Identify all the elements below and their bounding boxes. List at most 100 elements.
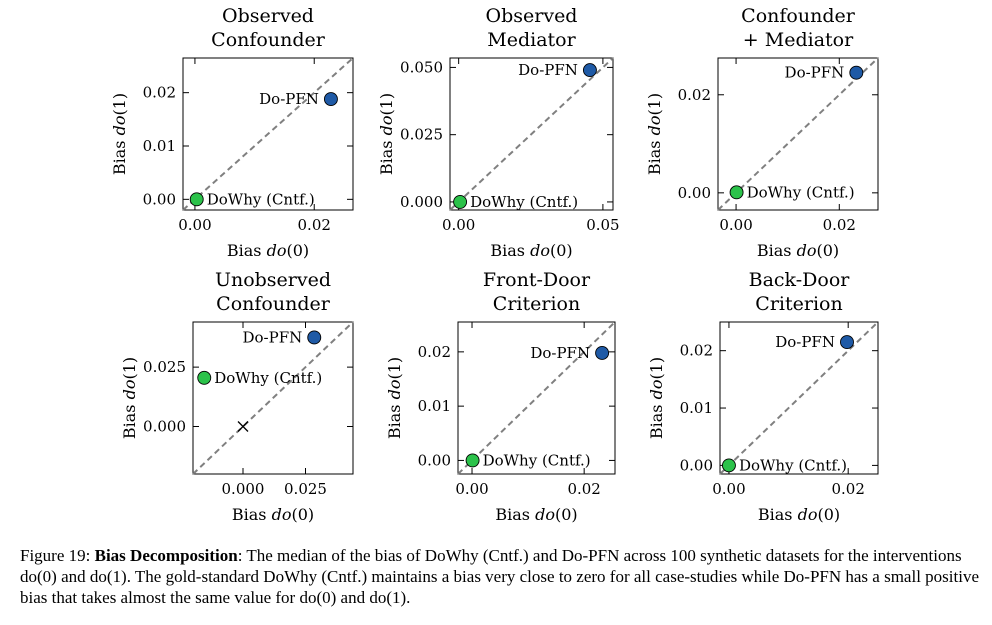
panel-title-line: Back-Door	[749, 269, 851, 291]
origin-x-marker	[237, 421, 249, 432]
y-axis-title: Bias do(1)	[385, 357, 404, 439]
panel-title-line: Mediator	[487, 29, 576, 51]
x-tick-label: 0.00	[455, 480, 488, 498]
x-axis-title: Bias do(0)	[227, 241, 309, 260]
y-axis-title: Bias do(1)	[120, 357, 139, 439]
do-pfn-point	[595, 345, 610, 360]
dowhy-cntf-label: DoWhy (Cntf.)	[483, 451, 591, 469]
x-tick-label: 0.025	[284, 480, 327, 498]
do-pfn-label: Do-PFN	[785, 64, 845, 82]
y-tick-label: 0.02	[143, 84, 176, 102]
plot-frame	[182, 57, 354, 211]
y-tick-label: 0.00	[678, 184, 711, 202]
dowhy-cntf-label: DoWhy (Cntf.)	[739, 456, 847, 474]
x-tick-label: 0.05	[586, 216, 619, 234]
dowhy-cntf-point	[197, 370, 212, 385]
y-tick-label: 0.02	[678, 86, 711, 104]
plot-frame	[717, 57, 879, 211]
x-axis-title: Bias do(0)	[757, 241, 839, 260]
plot-frame	[457, 321, 616, 475]
do-pfn-label: Do-PFN	[259, 90, 319, 108]
do-pfn-label: Do-PFN	[530, 344, 590, 362]
do-pfn-point	[582, 63, 597, 78]
caption-text: : The median of the bias of DoWhy (Cntf.…	[20, 546, 980, 607]
y-axis-title: Bias do(1)	[647, 357, 666, 439]
x-tick-label: 0.02	[298, 216, 331, 234]
y-tick-label: 0.01	[680, 399, 713, 417]
panel-title-line: Front-Door	[483, 269, 591, 291]
x-tick-label: 0.000	[222, 480, 265, 498]
caption-bold-title: Bias Decomposition	[94, 546, 238, 565]
y-tick-label: 0.000	[400, 193, 443, 211]
y-tick-label: 0.025	[143, 358, 186, 376]
panel-title-line: Confounder	[216, 293, 331, 315]
do-pfn-label: Do-PFN	[518, 61, 578, 79]
dowhy-cntf-point	[453, 194, 468, 209]
dowhy-cntf-point	[721, 458, 736, 473]
do-pfn-label: Do-PFN	[775, 333, 835, 351]
identity-diagonal-line	[182, 57, 354, 211]
y-tick-label: 0.050	[400, 58, 443, 76]
x-axis-title: Bias do(0)	[232, 505, 314, 524]
y-tick-label: 0.00	[143, 190, 176, 208]
x-axis-title: Bias do(0)	[495, 505, 577, 524]
panel-title-line: Criterion	[493, 293, 580, 315]
x-tick-label: 0.02	[831, 480, 864, 498]
do-pfn-label: Do-PFN	[242, 328, 302, 346]
plot-frame	[719, 321, 879, 475]
y-tick-label: 0.02	[680, 342, 713, 360]
y-tick-label: 0.025	[400, 126, 443, 144]
figure-caption: Figure 19: Bias Decomposition: The media…	[20, 545, 980, 608]
do-pfn-point	[307, 330, 322, 345]
y-tick-label: 0.000	[143, 418, 186, 436]
dowhy-cntf-label: DoWhy (Cntf.)	[214, 369, 322, 387]
identity-diagonal-line	[449, 57, 614, 211]
panel-title-line: Unobserved	[215, 269, 331, 291]
y-axis-title: Bias do(1)	[377, 93, 396, 175]
y-tick-label: 0.01	[418, 397, 451, 415]
x-axis-title: Bias do(0)	[758, 505, 840, 524]
x-tick-label: 0.02	[823, 216, 856, 234]
panel-title-line: Confounder	[741, 5, 856, 27]
dowhy-cntf-point	[465, 453, 480, 468]
dowhy-cntf-label: DoWhy (Cntf.)	[470, 193, 578, 211]
identity-diagonal-line	[717, 57, 879, 211]
dowhy-cntf-point	[729, 185, 744, 200]
y-tick-label: 0.01	[143, 137, 176, 155]
identity-diagonal-line	[457, 321, 616, 475]
y-axis-title: Bias do(1)	[110, 93, 129, 175]
chart-panel-3: Confounder+ Mediator 0.00 0.02 0.00 0.02 Bias…	[645, 5, 879, 260]
y-axis-title: Bias do(1)	[645, 93, 664, 175]
panel-title-line: Criterion	[755, 293, 842, 315]
x-tick-label: 0.00	[442, 216, 475, 234]
identity-diagonal-line	[192, 321, 354, 475]
x-tick-label: 0.00	[719, 216, 752, 234]
caption-figure-number: Figure 19:	[20, 546, 91, 565]
panel-title-line: + Mediator	[743, 29, 854, 51]
plot-frame	[449, 57, 614, 211]
y-tick-label: 0.00	[418, 451, 451, 469]
x-tick-label: 0.02	[567, 480, 600, 498]
y-tick-label: 0.00	[680, 456, 713, 474]
x-tick-label: 0.00	[178, 216, 211, 234]
x-axis-title: Bias do(0)	[490, 241, 572, 260]
do-pfn-point	[849, 65, 864, 80]
panel-title-line: Observed	[222, 5, 314, 27]
panel-title-line: Observed	[486, 5, 578, 27]
dowhy-cntf-label: DoWhy (Cntf.)	[747, 183, 855, 201]
do-pfn-point	[323, 92, 338, 107]
y-tick-label: 0.02	[418, 343, 451, 361]
dowhy-cntf-label: DoWhy (Cntf.)	[207, 190, 315, 208]
dowhy-cntf-point	[189, 192, 204, 207]
identity-diagonal-line	[719, 321, 879, 475]
plot-frame	[192, 321, 354, 475]
do-pfn-point	[840, 335, 854, 350]
panel-title-line: Confounder	[211, 29, 326, 51]
x-tick-label: 0.00	[712, 480, 745, 498]
